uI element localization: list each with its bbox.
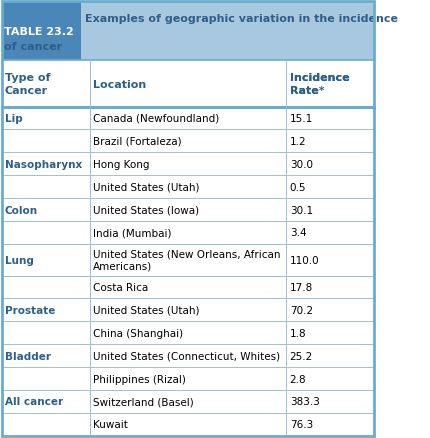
Text: Lip: Lip <box>5 114 23 124</box>
Text: Bladder: Bladder <box>5 351 51 361</box>
Text: 15.1: 15.1 <box>289 114 312 124</box>
Text: of cancer: of cancer <box>4 42 62 52</box>
Text: 0.5: 0.5 <box>289 182 305 192</box>
Text: Switzerland (Basel): Switzerland (Basel) <box>93 396 194 406</box>
Text: Lung: Lung <box>5 255 34 265</box>
Text: 2.8: 2.8 <box>289 374 306 384</box>
Text: Nasopharynx: Nasopharynx <box>5 159 82 170</box>
Text: 76.3: 76.3 <box>289 420 312 429</box>
Text: 1.2: 1.2 <box>289 137 306 147</box>
Text: Kuwait: Kuwait <box>93 420 128 429</box>
Text: Colon: Colon <box>5 205 38 215</box>
Text: Type of
Cancer: Type of Cancer <box>5 73 50 95</box>
Text: 383.3: 383.3 <box>289 396 319 406</box>
Text: Costa Rica: Costa Rica <box>93 283 148 292</box>
Text: United States (Iowa): United States (Iowa) <box>93 205 199 215</box>
Text: TABLE 23.2: TABLE 23.2 <box>4 27 74 37</box>
Text: Hong Kong: Hong Kong <box>93 159 150 170</box>
Text: Canada (Newfoundland): Canada (Newfoundland) <box>93 114 219 124</box>
Text: Incidence
Rate*: Incidence Rate* <box>289 73 348 95</box>
Text: Incidence
Rate: Incidence Rate <box>289 73 348 95</box>
Text: Prostate: Prostate <box>5 305 55 315</box>
Text: Examples of geographic variation in the incidence: Examples of geographic variation in the … <box>85 14 397 24</box>
Text: 25.2: 25.2 <box>289 351 312 361</box>
Bar <box>2 2 81 61</box>
Text: Philippines (Rizal): Philippines (Rizal) <box>93 374 186 384</box>
Text: India (Mumbai): India (Mumbai) <box>93 228 172 238</box>
Text: All cancer: All cancer <box>5 396 63 406</box>
Text: 3.4: 3.4 <box>289 228 306 238</box>
Bar <box>2 2 373 61</box>
Text: United States (Connecticut, Whites): United States (Connecticut, Whites) <box>93 351 280 361</box>
Text: United States (Utah): United States (Utah) <box>93 182 200 192</box>
Text: 1.8: 1.8 <box>289 328 306 338</box>
Text: China (Shanghai): China (Shanghai) <box>93 328 183 338</box>
Text: United States (New Orleans, African
Americans): United States (New Orleans, African Amer… <box>93 249 280 271</box>
Text: 110.0: 110.0 <box>289 255 319 265</box>
Text: 30.1: 30.1 <box>289 205 312 215</box>
Text: United States (Utah): United States (Utah) <box>93 305 200 315</box>
Text: Brazil (Fortaleza): Brazil (Fortaleza) <box>93 137 181 147</box>
Text: 30.0: 30.0 <box>289 159 312 170</box>
Text: 70.2: 70.2 <box>289 305 312 315</box>
Text: Location: Location <box>93 79 146 89</box>
Text: 17.8: 17.8 <box>289 283 312 292</box>
Bar <box>2 61 373 107</box>
